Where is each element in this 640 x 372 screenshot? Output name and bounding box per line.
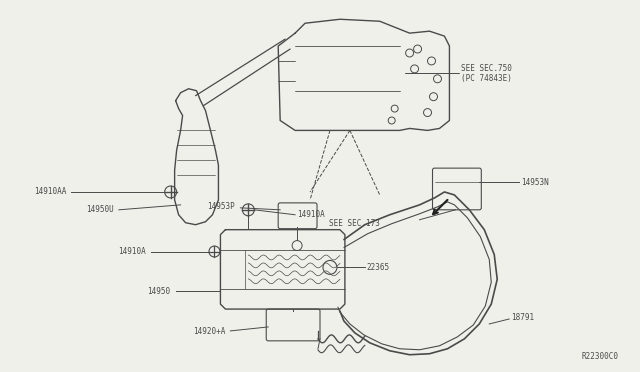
Text: 22365: 22365 <box>367 263 390 272</box>
Text: SEE SEC.750: SEE SEC.750 <box>461 64 512 73</box>
Text: SEE SEC.173: SEE SEC.173 <box>329 219 380 228</box>
Text: 14910AA: 14910AA <box>34 187 66 196</box>
Text: 14920+A: 14920+A <box>193 327 225 336</box>
Text: (PC 74843E): (PC 74843E) <box>461 74 512 83</box>
Text: 14953N: 14953N <box>521 177 549 186</box>
Text: 14953P: 14953P <box>207 202 236 211</box>
Text: 14910A: 14910A <box>297 210 325 219</box>
Text: R22300C0: R22300C0 <box>582 352 619 361</box>
Text: 14950U: 14950U <box>86 205 114 214</box>
Text: 18791: 18791 <box>511 312 534 321</box>
Text: 14950: 14950 <box>148 287 171 296</box>
Text: 14910A: 14910A <box>118 247 146 256</box>
